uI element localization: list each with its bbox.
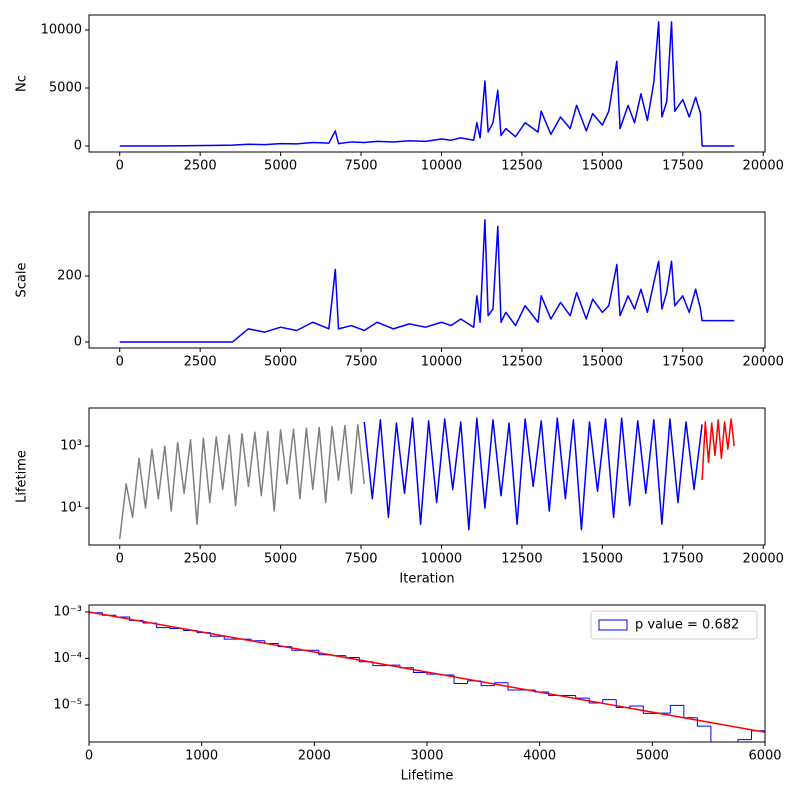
histogram-bin (89, 612, 103, 742)
x-tick-label: 7500 (344, 159, 377, 174)
histogram-bin (575, 695, 590, 699)
x-tick-label: 1000 (185, 749, 218, 764)
histogram-bin (642, 706, 657, 714)
histogram-bin (480, 680, 495, 687)
histogram-bin (602, 699, 617, 704)
histogram-bin (669, 704, 684, 714)
y-tick-label: 200 (57, 269, 82, 284)
histogram-bin (223, 636, 238, 640)
x-tick-label: 4000 (523, 749, 556, 764)
data-line (701, 418, 736, 481)
x-tick-label: 6000 (748, 749, 781, 764)
x-tick-label: 0 (116, 355, 124, 370)
axes-frame (88, 14, 766, 153)
x-tick-label: 10000 (421, 355, 462, 370)
x-axis-label: Iteration (399, 572, 454, 587)
histogram-bin (737, 739, 752, 742)
x-tick-label: 12500 (501, 355, 542, 370)
x-tick-label: 12500 (501, 159, 542, 174)
y-tick-label: 10⁻³ (53, 604, 82, 619)
x-tick-label: 5000 (636, 749, 669, 764)
x-tick-label: 20000 (743, 552, 784, 567)
x-axis-label: Lifetime (401, 769, 454, 784)
y-tick-label: 10¹ (60, 501, 82, 516)
x-tick-label: 5000 (264, 552, 297, 567)
x-tick-label: 7500 (344, 355, 377, 370)
y-tick-label: 0 (74, 335, 82, 350)
x-tick-label: 15000 (582, 552, 623, 567)
histogram-bin (507, 682, 522, 691)
plot-area (119, 21, 735, 147)
x-tick-label: 10000 (421, 159, 462, 174)
axes-frame (88, 604, 766, 743)
x-tick-label: 15000 (582, 355, 623, 370)
y-tick-label: 10⁻⁴ (53, 651, 82, 666)
x-tick-label: 17500 (662, 552, 703, 567)
x-tick-label: 2000 (298, 749, 331, 764)
x-tick-label: 5000 (264, 355, 297, 370)
x-tick-label: 0 (116, 159, 124, 174)
fit-line (89, 611, 765, 733)
data-line (119, 21, 735, 147)
x-tick-label: 2500 (184, 355, 217, 370)
x-tick-label: 17500 (662, 355, 703, 370)
x-tick-label: 2500 (184, 552, 217, 567)
x-tick-label: 3000 (410, 749, 443, 764)
axes-frame (88, 211, 766, 349)
x-tick-label: 20000 (743, 159, 784, 174)
plot-area (89, 611, 765, 742)
y-tick-label: 5000 (49, 80, 82, 95)
histogram-bin (345, 655, 360, 658)
data-line (118, 423, 366, 540)
x-tick-label: 5000 (264, 159, 297, 174)
legend-box (590, 610, 758, 640)
legend-swatch (598, 619, 628, 631)
y-tick-label: 10³ (60, 439, 82, 454)
y-tick-label: 10000 (41, 22, 82, 37)
y-axis-label: Scale (15, 263, 30, 298)
y-tick-label: 0 (74, 139, 82, 154)
y-axis-label: Nc (15, 75, 30, 92)
histogram-bin (710, 726, 712, 742)
plot-area (118, 417, 736, 540)
x-tick-label: 7500 (344, 552, 377, 567)
y-axis-label: Lifetime (15, 450, 30, 503)
axes-frame (88, 407, 766, 546)
plot-area (119, 219, 735, 343)
x-tick-label: 17500 (662, 159, 703, 174)
x-tick-label: 0 (85, 749, 93, 764)
histogram-bin (683, 705, 698, 719)
histogram-bin (453, 675, 468, 684)
y-tick-label: 10⁻⁵ (53, 697, 82, 712)
data-line (363, 417, 703, 531)
x-tick-label: 10000 (421, 552, 462, 567)
x-tick-label: 20000 (743, 355, 784, 370)
x-tick-label: 12500 (501, 552, 542, 567)
x-tick-label: 0 (116, 552, 124, 567)
x-tick-label: 15000 (582, 159, 623, 174)
legend-label: p value = 0.682 (635, 618, 739, 633)
histogram-bin (629, 705, 644, 708)
data-line (119, 219, 735, 343)
x-tick-label: 2500 (184, 159, 217, 174)
